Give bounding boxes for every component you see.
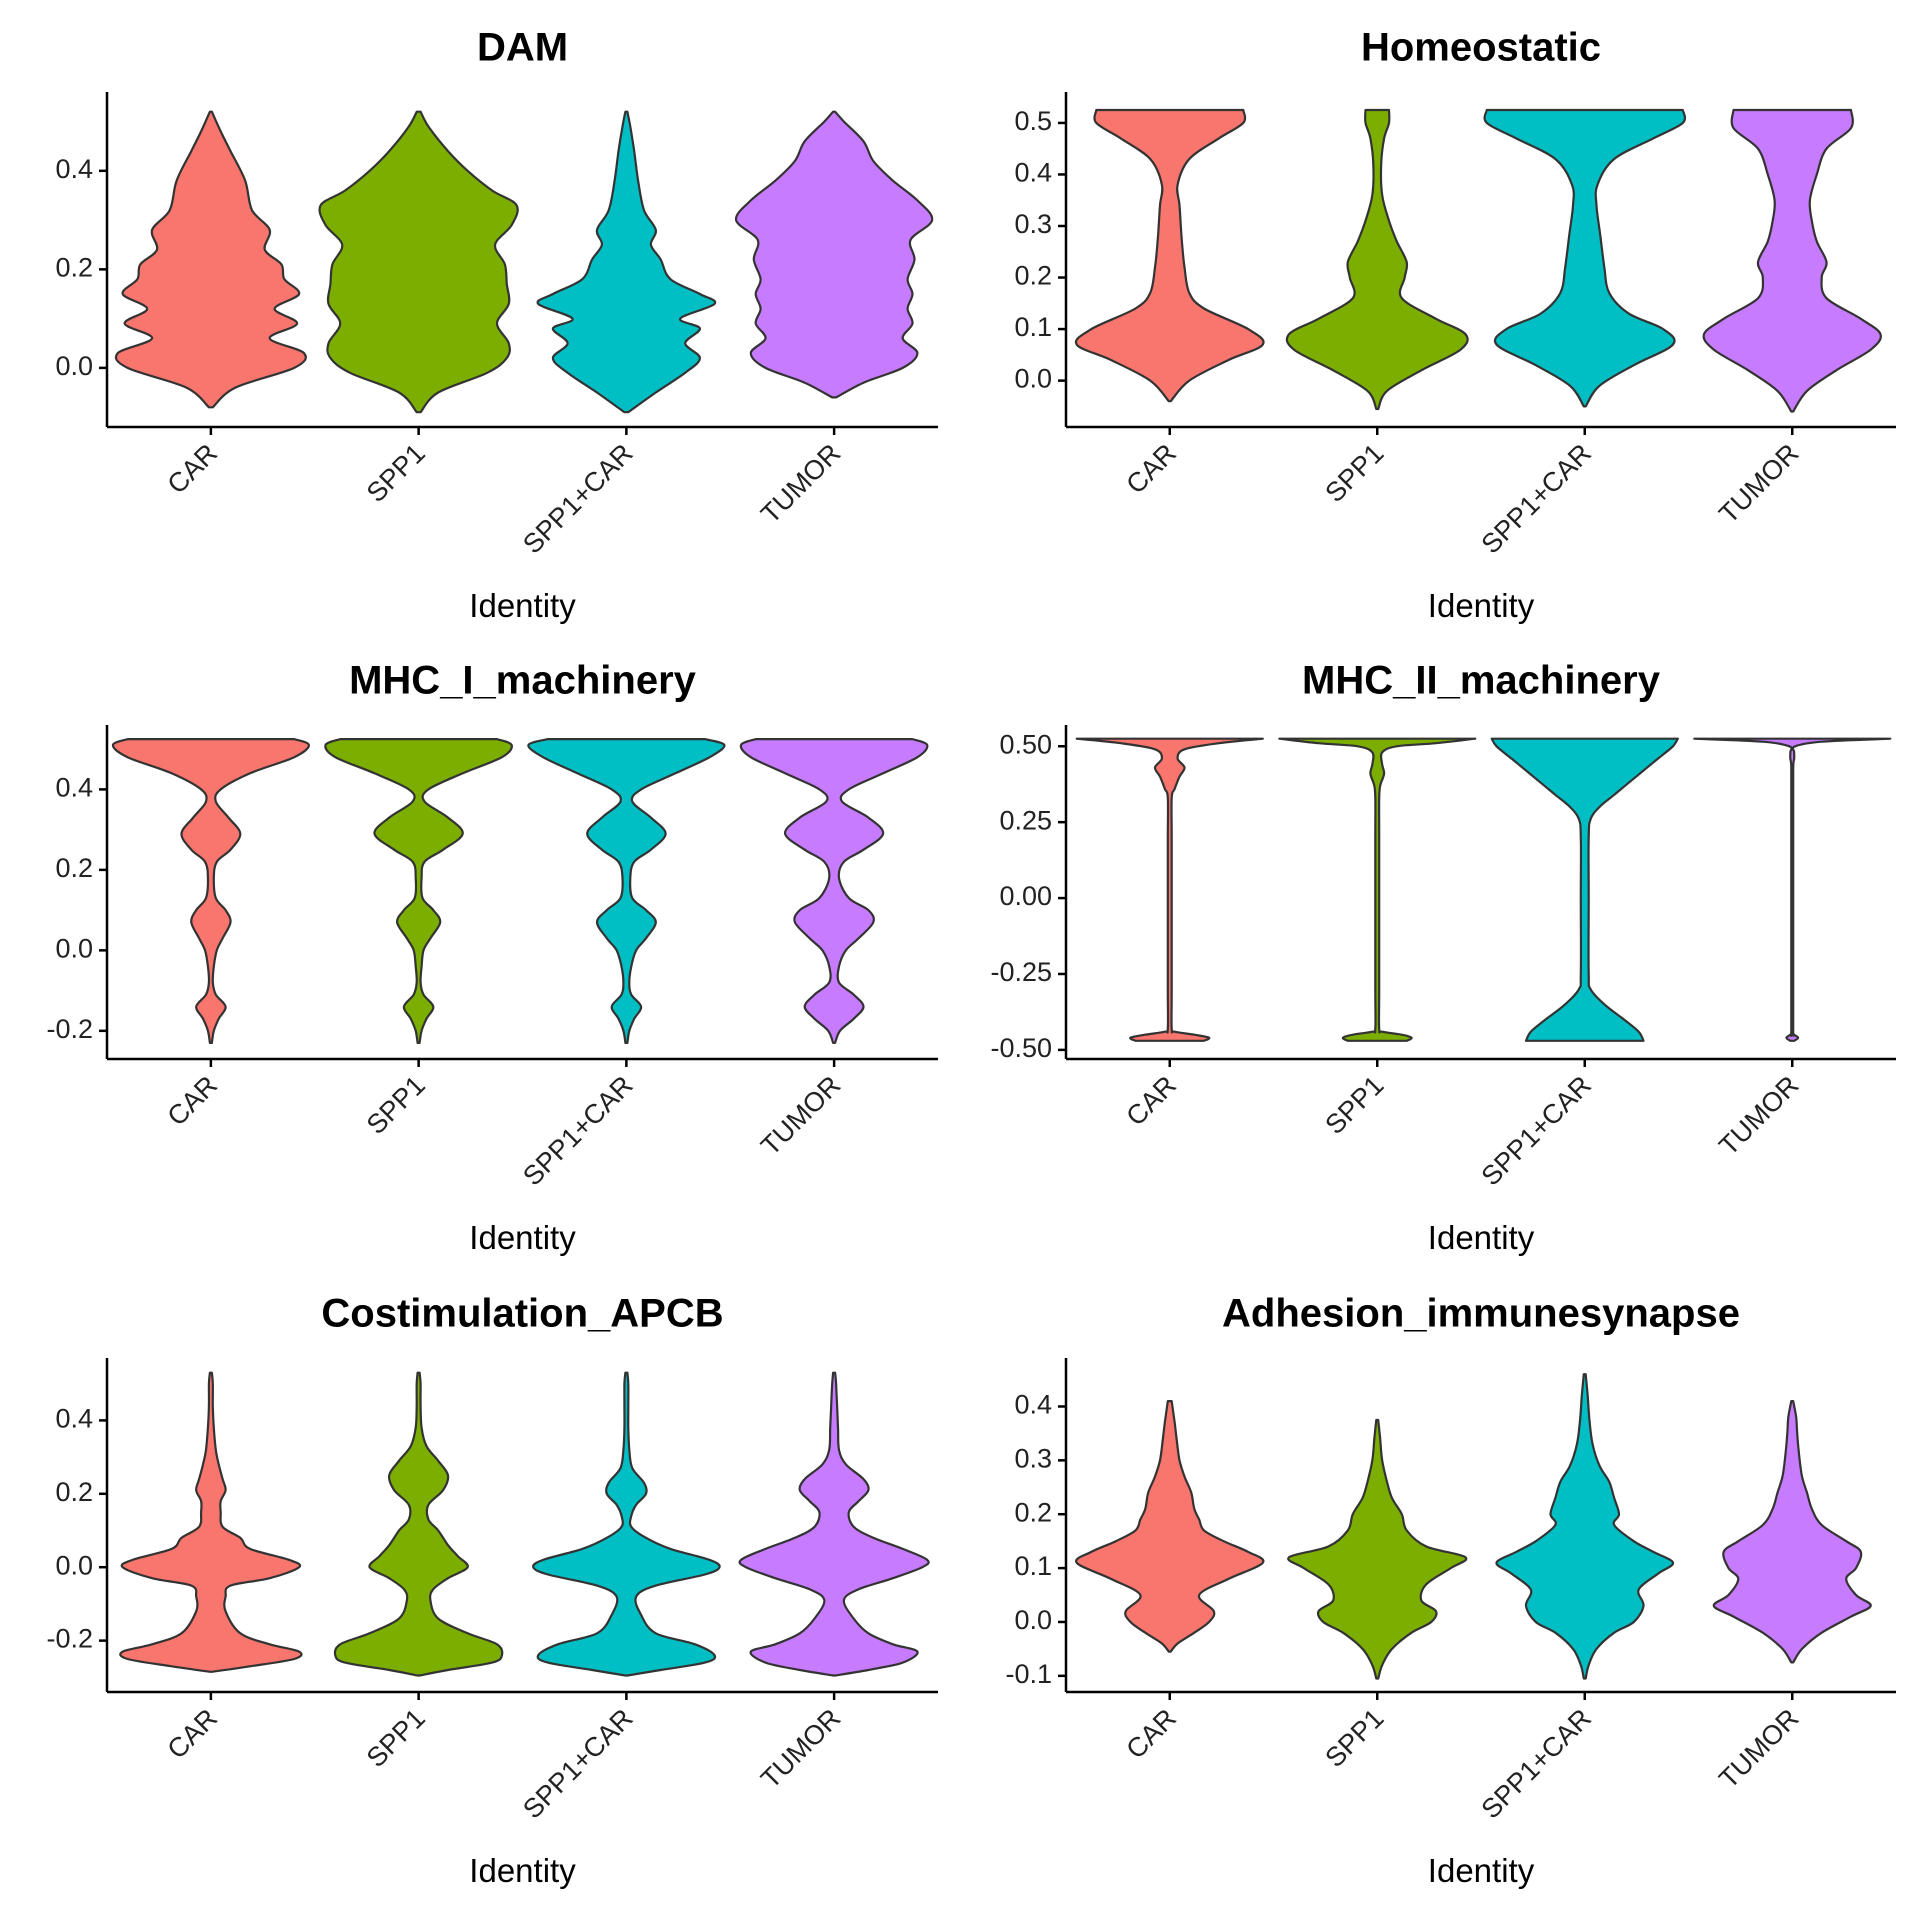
panel-title: Costimulation_APCB bbox=[321, 1292, 723, 1336]
x-tick-label-car: CAR bbox=[162, 1070, 224, 1132]
y-tick-label: 0.2 bbox=[1014, 1497, 1052, 1527]
x-tick-label-spp1: SPP1 bbox=[1319, 1070, 1389, 1140]
y-tick-label: 0.0 bbox=[55, 351, 93, 381]
panel-adhesion-immunesynapse: Adhesion_immunesynapse -0.1 0.0 0.1 0.2 0.3 0.… bbox=[1005, 1292, 1896, 1889]
violin-spp1 bbox=[324, 738, 513, 1044]
x-tick-label-tumor: TUMOR bbox=[755, 438, 846, 529]
y-tick-label: 0.00 bbox=[999, 881, 1052, 911]
violin-car bbox=[111, 738, 310, 1044]
violin-car bbox=[114, 110, 307, 409]
x-tick-label-spp1-car: SPP1+CAR bbox=[517, 1703, 639, 1825]
y-tick-label: 0.1 bbox=[1014, 312, 1052, 342]
x-tick-label-spp1-car: SPP1+CAR bbox=[1475, 1703, 1597, 1825]
panel-homeostatic: Homeostatic 0.0 0.1 0.2 0.3 0.4 0.5 CAR SPP1 SPP1… bbox=[1014, 26, 1896, 624]
x-tick-label-spp1-car: SPP1+CAR bbox=[517, 1070, 639, 1192]
x-tick-label-tumor: TUMOR bbox=[1713, 1070, 1804, 1161]
violin-car bbox=[1074, 108, 1265, 403]
violin-spp1 bbox=[318, 110, 519, 414]
y-tick-label: -0.2 bbox=[46, 1014, 93, 1044]
x-axis-label: Identity bbox=[1428, 1852, 1535, 1889]
x-tick-label-spp1: SPP1 bbox=[361, 1070, 431, 1140]
y-tick-label: 0.4 bbox=[55, 1404, 93, 1434]
panel-title: DAM bbox=[477, 26, 568, 70]
y-tick-label: 0.4 bbox=[55, 773, 93, 803]
y-tick-label: 0.25 bbox=[999, 805, 1052, 835]
violin-spp1-car bbox=[1490, 737, 1679, 1042]
violin-tumor bbox=[738, 1371, 930, 1677]
y-tick-label: 0.2 bbox=[55, 1477, 93, 1507]
violin-car bbox=[119, 1371, 303, 1673]
violin-tumor bbox=[1712, 1400, 1872, 1664]
violin-spp1 bbox=[1285, 108, 1469, 411]
violin-tumor bbox=[739, 738, 929, 1044]
violin-spp1 bbox=[1278, 737, 1477, 1042]
y-tick-label: 0.3 bbox=[1014, 1443, 1052, 1473]
x-tick-label-spp1: SPP1 bbox=[361, 438, 431, 508]
y-tick-label: 0.4 bbox=[1014, 1390, 1052, 1420]
panel-title: Adhesion_immunesynapse bbox=[1222, 1292, 1740, 1336]
panel-dam: DAM 0.0 0.2 0.4 CAR SPP1 SPP1+CAR TUMOR Identity bbox=[55, 26, 938, 624]
y-tick-label: -0.50 bbox=[990, 1033, 1052, 1063]
y-tick-label: 0.0 bbox=[1014, 1605, 1052, 1635]
y-tick-label: 0.4 bbox=[55, 154, 93, 184]
y-tick-label: -0.2 bbox=[46, 1624, 93, 1654]
x-tick-label-tumor: TUMOR bbox=[755, 1703, 846, 1794]
y-tick-label: 0.50 bbox=[999, 729, 1052, 759]
x-tick-label-car: CAR bbox=[1120, 1070, 1182, 1132]
panel-title: MHC_II_machinery bbox=[1302, 659, 1661, 703]
y-tick-label: 0.4 bbox=[1014, 158, 1052, 188]
x-tick-label-tumor: TUMOR bbox=[755, 1070, 846, 1161]
panel-title: Homeostatic bbox=[1361, 26, 1601, 70]
x-tick-label-spp1-car: SPP1+CAR bbox=[1475, 438, 1597, 560]
x-tick-label-spp1: SPP1 bbox=[361, 1703, 431, 1773]
x-axis-label: Identity bbox=[469, 1219, 576, 1256]
y-tick-label: 0.0 bbox=[55, 933, 93, 963]
violin-spp1 bbox=[333, 1371, 504, 1677]
x-axis-label: Identity bbox=[1428, 587, 1535, 624]
violin-tumor bbox=[1702, 108, 1882, 413]
x-tick-label-tumor: TUMOR bbox=[1713, 438, 1804, 529]
y-tick-label: 0.5 bbox=[1014, 106, 1052, 136]
y-tick-label: 0.2 bbox=[55, 252, 93, 282]
violin-spp1-car bbox=[536, 110, 717, 414]
x-tick-label-car: CAR bbox=[162, 438, 224, 500]
y-tick-label: 0.0 bbox=[1014, 364, 1052, 394]
violin-spp1-car bbox=[532, 1371, 721, 1677]
panel-mhc-i-machinery: MHC_I_machinery -0.2 0.0 0.2 0.4 CAR SPP1 SPP1+… bbox=[46, 659, 938, 1256]
violin-spp1-car bbox=[1483, 108, 1687, 408]
violin-spp1 bbox=[1287, 1418, 1468, 1680]
y-tick-label: 0.0 bbox=[55, 1550, 93, 1580]
x-tick-label-spp1: SPP1 bbox=[1319, 1703, 1389, 1773]
x-tick-label-tumor: TUMOR bbox=[1713, 1703, 1804, 1794]
y-tick-label: -0.1 bbox=[1005, 1659, 1052, 1689]
violin-tumor bbox=[1693, 737, 1892, 1042]
violin-spp1-car bbox=[527, 738, 726, 1044]
violin-tumor bbox=[734, 110, 934, 399]
x-axis-label: Identity bbox=[1428, 1219, 1535, 1256]
y-tick-label: -0.25 bbox=[990, 957, 1052, 987]
y-tick-label: 0.2 bbox=[55, 853, 93, 883]
violin-car bbox=[1075, 737, 1264, 1042]
x-tick-label-car: CAR bbox=[162, 1703, 224, 1765]
y-tick-label: 0.2 bbox=[1014, 261, 1052, 291]
x-tick-label-spp1: SPP1 bbox=[1319, 438, 1389, 508]
panel-mhc-ii-machinery: MHC_II_machinery -0.50 -0.25 0.00 0.25 0.50 CA… bbox=[990, 659, 1896, 1256]
panel-costimulation-apcb: Costimulation_APCB -0.2 0.0 0.2 0.4 CAR SPP1 SP… bbox=[46, 1292, 938, 1889]
x-axis-label: Identity bbox=[469, 587, 576, 624]
x-tick-label-car: CAR bbox=[1120, 438, 1182, 500]
x-tick-label-spp1-car: SPP1+CAR bbox=[517, 438, 639, 560]
x-tick-label-car: CAR bbox=[1120, 1703, 1182, 1765]
y-tick-label: 0.3 bbox=[1014, 209, 1052, 239]
violin-spp1-car bbox=[1495, 1373, 1675, 1680]
violin-car bbox=[1075, 1400, 1265, 1653]
x-axis-label: Identity bbox=[469, 1852, 576, 1889]
x-tick-label-spp1-car: SPP1+CAR bbox=[1475, 1070, 1597, 1192]
y-tick-label: 0.1 bbox=[1014, 1551, 1052, 1581]
panel-title: MHC_I_machinery bbox=[349, 659, 697, 703]
